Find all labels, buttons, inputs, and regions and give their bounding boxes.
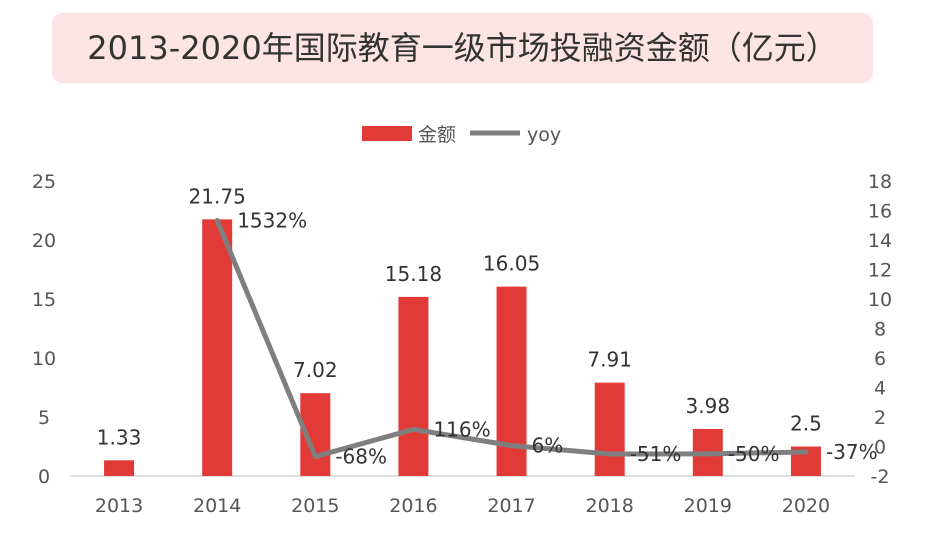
x-tick-2013: 2013 [95,495,143,517]
y-right-tick-0: 0 [874,437,886,459]
yoy-label-2017: 6% [532,434,564,458]
chart-title: 2013-2020年国际教育一级市场投融资金额（亿元） [87,29,838,67]
x-tick-2018: 2018 [586,495,634,517]
y-right-tick--2: -2 [871,466,890,488]
x-tick-2016: 2016 [389,495,437,517]
y-right-tick-10: 10 [868,289,892,311]
title-box: 2013-2020年国际教育一级市场投融资金额（亿元） [52,13,873,83]
bar-label-2015: 7.02 [293,358,338,382]
y-right-tick-18: 18 [868,171,892,193]
y-right-tick-6: 6 [874,348,886,370]
x-tick-2019: 2019 [684,495,732,517]
bar-label-2017: 16.05 [483,252,540,276]
bar-label-2020: 2.5 [790,412,822,436]
y-right-tick-16: 16 [868,201,892,223]
x-tick-2017: 2017 [487,495,535,517]
y-left-tick-0: 0 [38,466,50,488]
yoy-label-2014: 1532% [237,209,307,233]
legend-bar-label: 金额 [418,124,456,146]
y-left-tick-15: 15 [32,289,56,311]
bar-label-2014: 21.75 [189,184,246,208]
bar-2014 [202,219,233,476]
legend-bar-swatch [362,126,412,141]
y-left-tick-10: 10 [32,348,56,370]
yoy-label-2019: -50% [728,442,780,466]
bar-2018 [594,382,625,476]
bar-label-2019: 3.98 [686,394,731,418]
yoy-label-2016: 116% [433,417,490,441]
y-right-tick-8: 8 [874,319,886,341]
yoy-label-2015: -68% [335,445,387,469]
y-left-tick-25: 25 [32,171,56,193]
bar-label-2016: 15.18 [385,262,442,286]
legend-line-label: yoy [527,124,561,146]
y-left-tick-5: 5 [38,407,50,429]
x-tick-2014: 2014 [193,495,241,517]
bar-2013 [104,460,135,476]
yoy-label-2018: -51% [630,442,682,466]
y-left-tick-20: 20 [32,230,56,252]
x-tick-2015: 2015 [291,495,339,517]
yoy-label-2020: -37% [826,440,878,464]
y-right-tick-2: 2 [874,407,886,429]
y-right-tick-4: 4 [874,378,886,400]
bar-2016 [398,296,429,476]
yoy-line [214,218,809,460]
y-right-tick-14: 14 [868,230,892,252]
bar-label-2018: 7.91 [587,348,632,372]
y-right-tick-12: 12 [868,260,892,282]
bar-label-2013: 1.33 [97,425,142,449]
x-tick-2020: 2020 [782,495,830,517]
